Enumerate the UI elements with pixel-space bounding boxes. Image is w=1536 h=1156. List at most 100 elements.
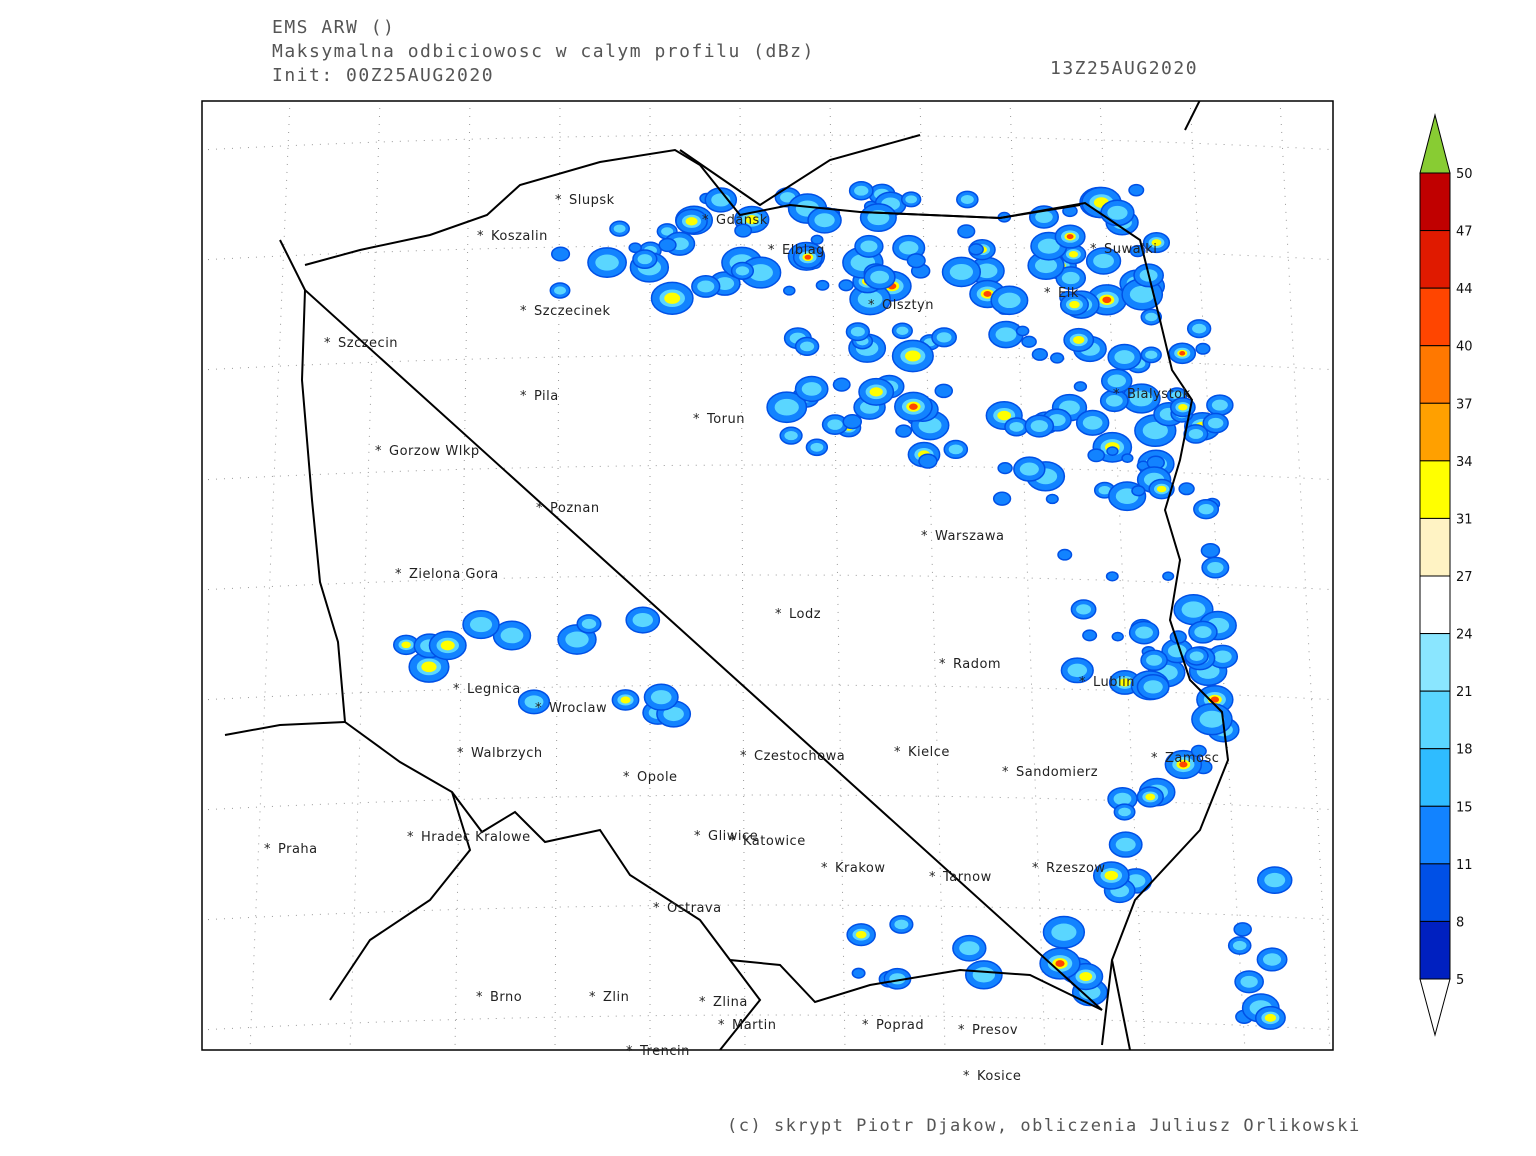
echo <box>1189 651 1204 662</box>
echo <box>554 286 566 295</box>
echo <box>551 246 571 262</box>
echo <box>1066 234 1074 240</box>
echo <box>1207 562 1224 574</box>
colorbar-box <box>1419 690 1451 750</box>
echo <box>1051 923 1077 941</box>
echo <box>851 967 866 979</box>
colorbar-label: 8 <box>1456 915 1464 930</box>
city-marker: * <box>476 990 483 1005</box>
echo <box>936 332 952 343</box>
colorbar-label: 44 <box>1456 282 1473 297</box>
echo <box>620 696 631 704</box>
echo <box>895 424 913 438</box>
echo <box>854 185 869 196</box>
echo <box>595 254 619 271</box>
city-marker: * <box>520 304 527 319</box>
echo <box>1121 453 1134 464</box>
colorbar-box <box>1419 920 1451 980</box>
city-marker: * <box>1090 242 1097 257</box>
echo <box>1240 975 1258 988</box>
echo <box>810 234 824 245</box>
city-marker: * <box>1044 286 1051 301</box>
city-label: Zlina <box>713 995 748 1010</box>
echo <box>784 430 798 441</box>
colorbar-box <box>1419 172 1451 232</box>
city-marker: * <box>775 607 782 622</box>
city-marker: * <box>626 1044 633 1059</box>
city-marker: * <box>555 193 562 208</box>
echo <box>1179 761 1188 768</box>
city-label: Poprad <box>876 1018 924 1033</box>
echo <box>1264 872 1286 888</box>
city-marker: * <box>862 1018 869 1033</box>
echo <box>637 254 653 265</box>
city-marker: * <box>477 229 484 244</box>
city-marker: * <box>699 995 706 1010</box>
echo <box>1055 960 1065 967</box>
echo <box>1111 631 1124 642</box>
echo <box>1035 257 1058 274</box>
city-marker: * <box>702 213 709 228</box>
echo <box>997 410 1012 421</box>
city-label: Gdansk <box>716 213 768 228</box>
echo <box>1208 417 1224 429</box>
echo <box>1045 493 1059 505</box>
echo <box>1068 251 1079 258</box>
city-label: Szczecinek <box>534 304 611 319</box>
city-label: Wroclaw <box>549 701 607 716</box>
colorbar-label: 27 <box>1456 570 1473 585</box>
echo <box>957 224 976 239</box>
city-marker: * <box>520 389 527 404</box>
city-marker: * <box>375 444 382 459</box>
echo <box>850 326 865 337</box>
echo <box>1142 421 1168 440</box>
echo <box>663 706 684 722</box>
echo <box>1263 953 1282 966</box>
echo <box>1213 650 1232 663</box>
echo <box>1079 972 1093 982</box>
echo <box>1067 663 1088 678</box>
city-label: Pila <box>534 389 559 404</box>
echo <box>524 695 544 709</box>
city-marker: * <box>1002 765 1009 780</box>
colorbar-top <box>1419 113 1451 174</box>
echo <box>1073 335 1085 344</box>
colorbar-box <box>1419 402 1451 462</box>
city-label: Poznan <box>550 501 600 516</box>
echo <box>1105 571 1119 582</box>
city-marker: * <box>821 861 828 876</box>
city-label: Zielona Gora <box>409 567 499 582</box>
city-label: Legnica <box>467 682 521 697</box>
echo <box>1037 238 1060 254</box>
echo <box>1135 626 1153 639</box>
colorbar-label: 37 <box>1456 397 1473 412</box>
echo <box>998 292 1021 309</box>
echo <box>1107 374 1126 388</box>
echo <box>581 618 597 629</box>
echo <box>1061 271 1080 285</box>
echo <box>628 242 642 254</box>
reflectivity-field <box>393 181 1293 1030</box>
colorbar: 50 47 44 40 37 34 31 27 24 21 18 15 11 8 5 <box>1419 113 1473 1037</box>
city-marker: * <box>536 501 543 516</box>
city-label: Martin <box>732 1018 776 1033</box>
echo <box>1232 940 1247 951</box>
echo <box>1076 604 1092 615</box>
echo <box>949 263 974 280</box>
city-marker: * <box>453 682 460 697</box>
city-marker: * <box>693 412 700 427</box>
city-label: Zlin <box>603 990 629 1005</box>
echo <box>1181 601 1206 618</box>
echo <box>869 387 883 397</box>
echo <box>800 341 815 352</box>
echo <box>905 350 921 362</box>
borders <box>224 101 1230 1050</box>
echo <box>1021 335 1037 348</box>
echo <box>860 240 878 253</box>
echo <box>1178 403 1188 411</box>
echo <box>832 377 851 392</box>
city-label: Tarnow <box>942 870 992 885</box>
echo <box>661 227 674 236</box>
city-marker: * <box>718 1018 725 1033</box>
echo <box>1118 807 1131 817</box>
